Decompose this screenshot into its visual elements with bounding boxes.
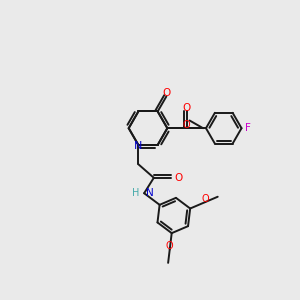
Text: O: O bbox=[162, 88, 170, 98]
Text: O: O bbox=[182, 103, 191, 113]
Text: N: N bbox=[146, 188, 154, 198]
Text: O: O bbox=[174, 173, 182, 183]
Text: H: H bbox=[132, 188, 139, 198]
Text: F: F bbox=[245, 123, 251, 133]
Text: N: N bbox=[134, 141, 142, 151]
Text: O: O bbox=[183, 120, 190, 130]
Text: O: O bbox=[202, 194, 209, 204]
Text: O: O bbox=[166, 242, 174, 251]
